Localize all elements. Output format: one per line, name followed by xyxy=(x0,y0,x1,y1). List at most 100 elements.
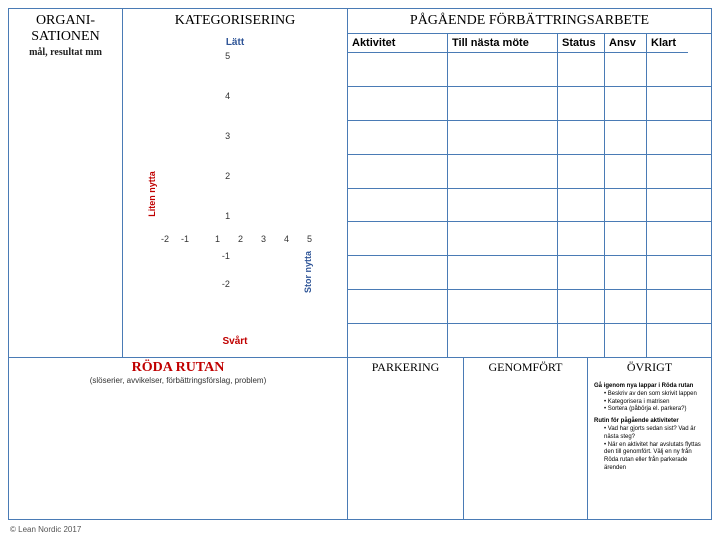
x-tick: -1 xyxy=(181,234,189,244)
matrix: Lätt Svårt 5 4 3 2 1 -1 -2 -2 -1 1 2 3 4… xyxy=(153,39,317,331)
ovrigt-bullet: • När en aktivitet har avslutats flyttas… xyxy=(594,442,705,473)
genomfort-box: GENOMFÖRT xyxy=(464,358,588,520)
table-cell xyxy=(448,222,558,255)
roda-box: RÖDA RUTAN (slöserier, avvikelser, förbä… xyxy=(8,358,348,520)
table-row xyxy=(348,256,711,290)
col-status: Status xyxy=(558,34,605,53)
parking-title: PARKERING xyxy=(348,358,463,375)
col-ansv: Ansv xyxy=(605,34,647,53)
roda-subtitle: (slöserier, avvikelser, förbättringsförs… xyxy=(9,376,347,385)
table-cell xyxy=(348,222,448,255)
org-subtitle: mål, resultat mm xyxy=(11,47,120,58)
table-row xyxy=(348,121,711,155)
table-cell xyxy=(348,155,448,188)
table-cell xyxy=(605,121,647,154)
y-tick: 3 xyxy=(225,131,230,141)
x-tick: 1 xyxy=(215,234,220,244)
improve-rows xyxy=(348,53,711,357)
table-cell xyxy=(647,121,688,154)
table-cell xyxy=(605,256,647,289)
org-title-line2: SATIONEN xyxy=(11,29,120,45)
org-title-line1: ORGANI- xyxy=(11,13,120,29)
table-cell xyxy=(348,256,448,289)
organisation-box: ORGANI- SATIONEN mål, resultat mm xyxy=(8,8,123,358)
y-tick: 1 xyxy=(225,211,230,221)
matrix-wrap: Liten nytta Stor nytta Lätt Svårt 5 4 3 … xyxy=(131,39,339,349)
table-cell xyxy=(558,189,605,222)
axis-top-label: Lätt xyxy=(226,37,244,48)
table-cell xyxy=(348,324,448,357)
table-cell xyxy=(558,53,605,86)
table-cell xyxy=(558,290,605,323)
table-cell xyxy=(647,155,688,188)
col-klart: Klart xyxy=(647,34,688,53)
table-row xyxy=(348,87,711,121)
genomfort-title: GENOMFÖRT xyxy=(464,358,587,375)
y-tick: 5 xyxy=(225,51,230,61)
table-cell xyxy=(448,324,558,357)
ovrigt-bullet: • Beskriv av den som skrivit lappen xyxy=(594,391,705,399)
table-cell xyxy=(605,324,647,357)
col-aktivitet: Aktivitet xyxy=(348,34,448,53)
table-cell xyxy=(647,53,688,86)
table-cell xyxy=(605,290,647,323)
roda-title: RÖDA RUTAN xyxy=(9,358,347,376)
x-tick: 4 xyxy=(284,234,289,244)
top-row: ORGANI- SATIONEN mål, resultat mm KATEGO… xyxy=(8,8,712,358)
y-tick: -2 xyxy=(222,279,230,289)
ovrigt-bullet: • Sortera (påbörja el. parkera?) xyxy=(594,406,705,414)
table-cell xyxy=(448,87,558,120)
table-row xyxy=(348,53,711,87)
bottom-row: RÖDA RUTAN (slöserier, avvikelser, förbä… xyxy=(8,358,712,520)
table-row xyxy=(348,222,711,256)
y-tick: 4 xyxy=(225,91,230,101)
x-tick: 3 xyxy=(261,234,266,244)
table-cell xyxy=(647,87,688,120)
table-cell xyxy=(558,121,605,154)
table-cell xyxy=(448,256,558,289)
parking-box: PARKERING xyxy=(348,358,464,520)
table-cell xyxy=(448,155,558,188)
table-cell xyxy=(647,222,688,255)
table-cell xyxy=(448,53,558,86)
y-tick: -1 xyxy=(222,251,230,261)
ovrigt-bullet: • Vad har gjorts sedan sist? Vad är näst… xyxy=(594,426,705,442)
ovrigt-box: ÖVRIGT Gå igenom nya lappar i Röda rutan… xyxy=(588,358,712,520)
table-row xyxy=(348,290,711,324)
table-cell xyxy=(647,189,688,222)
table-cell xyxy=(558,155,605,188)
kategorisering-title: KATEGORISERING xyxy=(123,9,347,29)
table-cell xyxy=(348,53,448,86)
table-cell xyxy=(448,121,558,154)
table-cell xyxy=(558,87,605,120)
table-cell xyxy=(348,189,448,222)
table-cell xyxy=(647,324,688,357)
col-till: Till nästa möte xyxy=(448,34,558,53)
x-tick: -2 xyxy=(161,234,169,244)
table-row xyxy=(348,155,711,189)
table-cell xyxy=(558,324,605,357)
table-cell xyxy=(647,256,688,289)
ovrigt-content: Gå igenom nya lappar i Röda rutan• Beskr… xyxy=(588,375,711,477)
table-cell xyxy=(448,189,558,222)
table-cell xyxy=(605,222,647,255)
table-cell xyxy=(558,256,605,289)
table-cell xyxy=(605,155,647,188)
table-cell xyxy=(348,121,448,154)
table-cell xyxy=(605,189,647,222)
improve-header: Aktivitet Till nästa möte Status Ansv Kl… xyxy=(348,34,711,53)
table-cell xyxy=(348,87,448,120)
improve-box: PÅGÅENDE FÖRBÄTTRINGSARBETE Aktivitet Ti… xyxy=(348,8,712,358)
ovrigt-block1-header: Gå igenom nya lappar i Röda rutan xyxy=(594,383,705,391)
table-cell xyxy=(605,53,647,86)
kategorisering-box: KATEGORISERING Liten nytta Stor nytta Lä… xyxy=(123,8,348,358)
improve-table: Aktivitet Till nästa möte Status Ansv Kl… xyxy=(348,34,711,357)
footer-copyright: © Lean Nordic 2017 xyxy=(10,525,81,534)
table-row xyxy=(348,324,711,357)
table-cell xyxy=(348,290,448,323)
x-tick: 2 xyxy=(238,234,243,244)
table-cell xyxy=(605,87,647,120)
table-cell xyxy=(558,222,605,255)
x-tick: 5 xyxy=(307,234,312,244)
ovrigt-title: ÖVRIGT xyxy=(588,358,711,375)
